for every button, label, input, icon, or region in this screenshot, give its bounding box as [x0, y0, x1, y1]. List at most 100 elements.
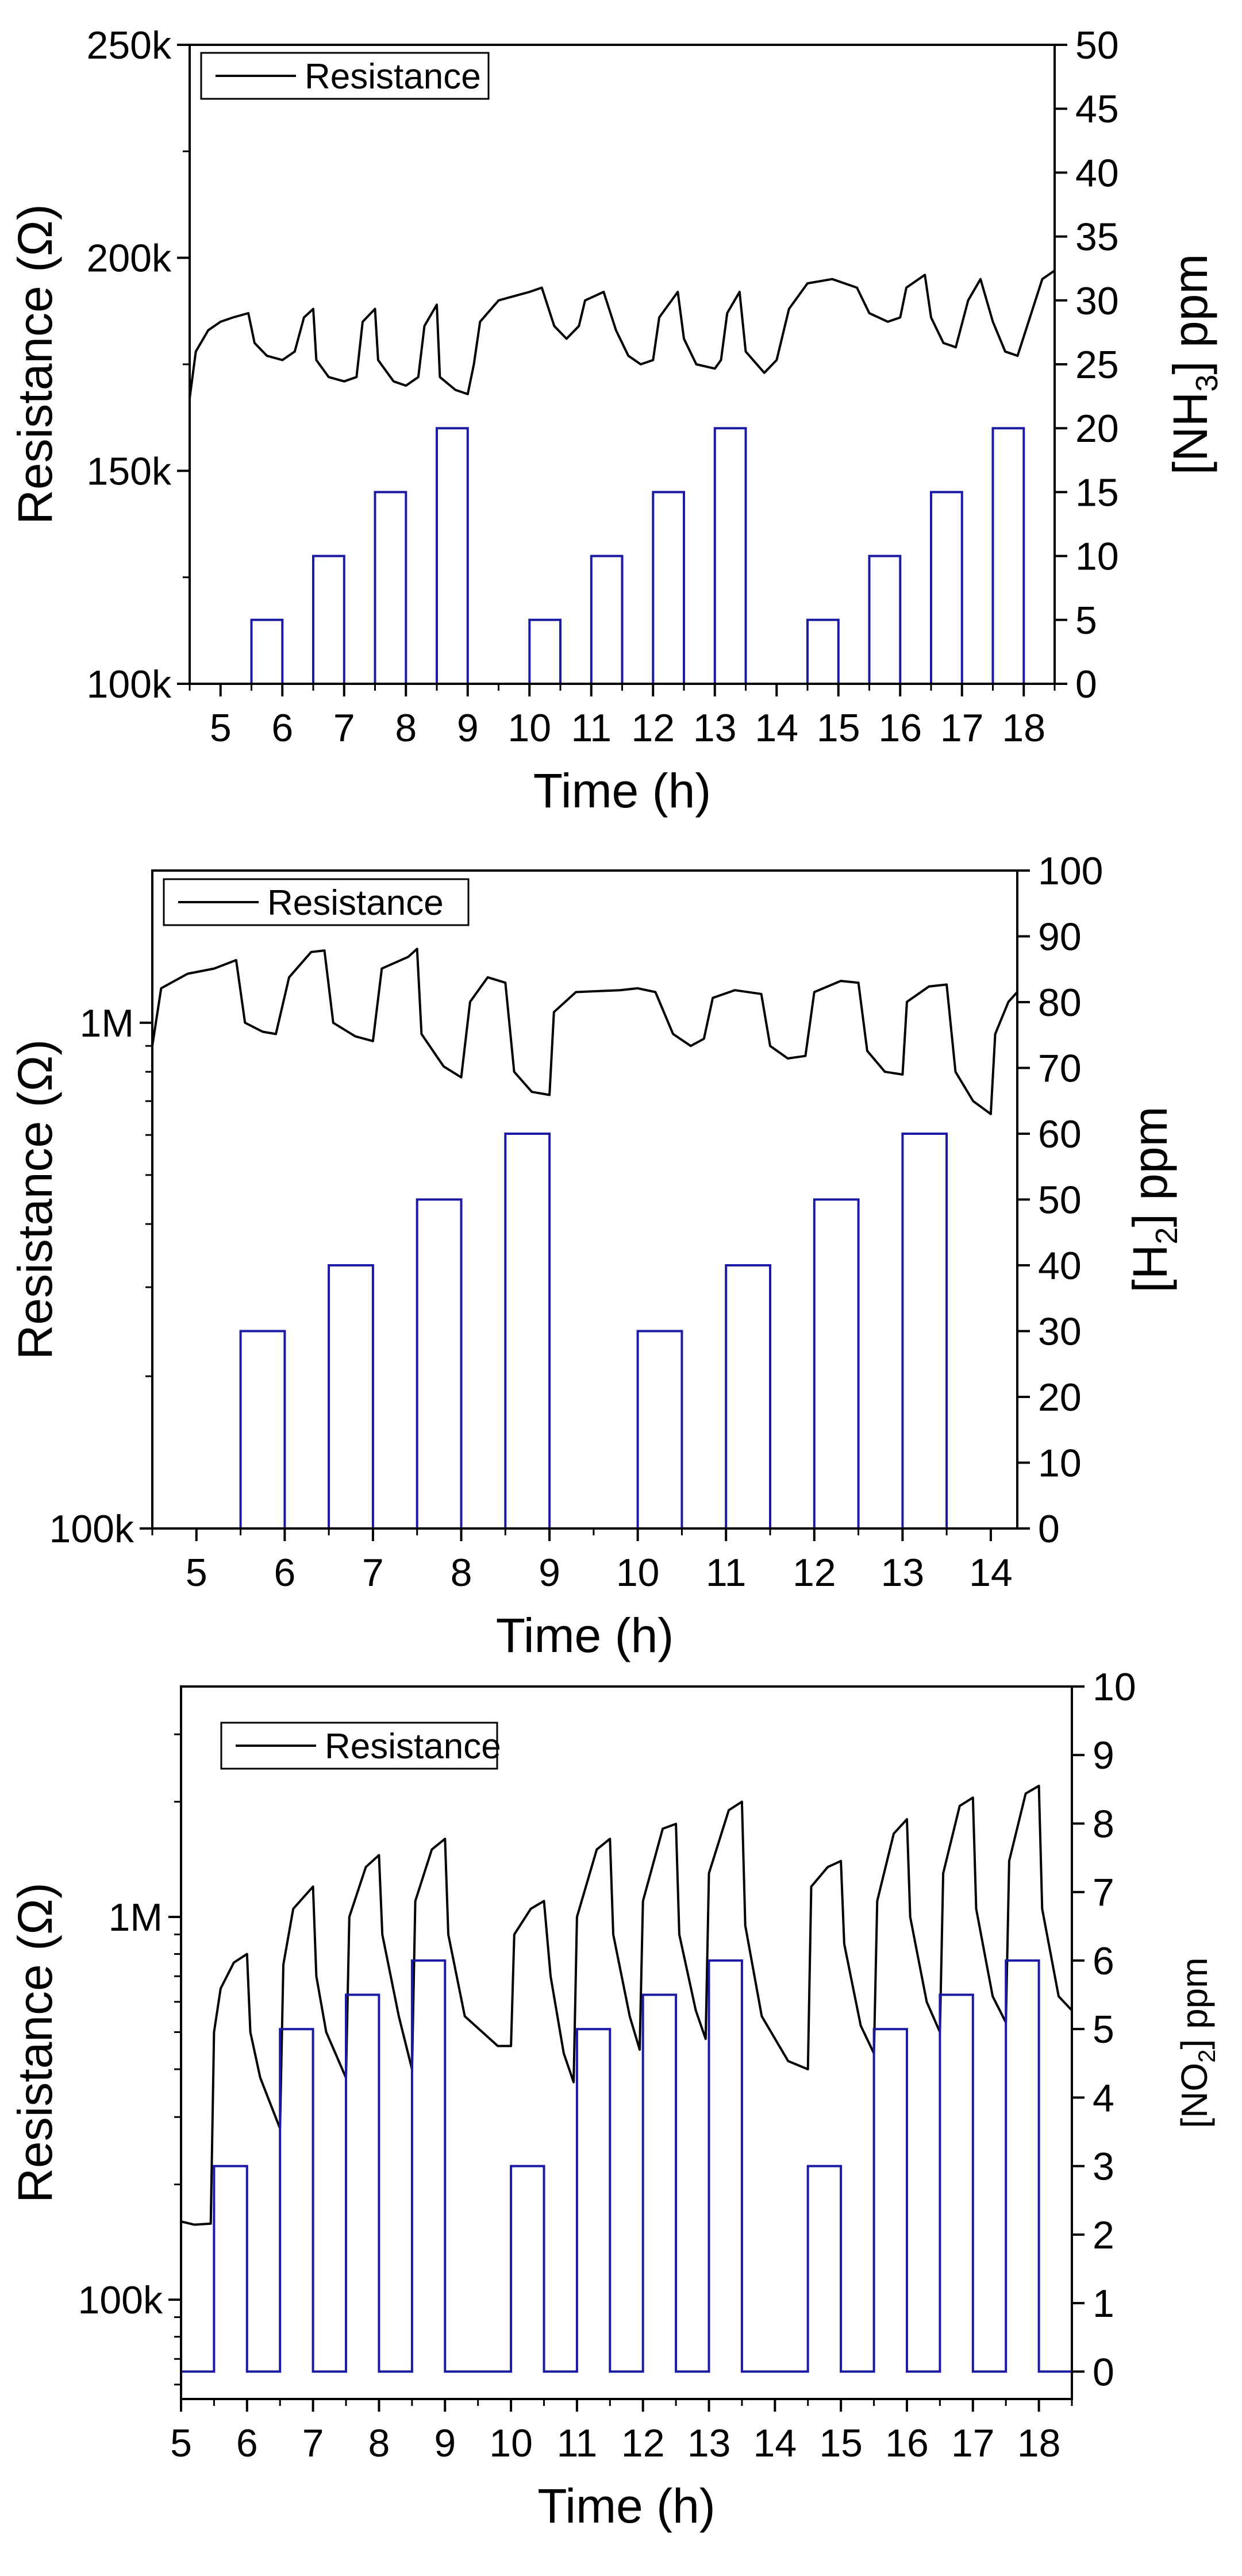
x-tick-label: 11	[571, 706, 612, 750]
y-right-axis-title: [H2] ppm	[1123, 1106, 1184, 1292]
x-tick-label: 12	[621, 2421, 665, 2465]
y-right-tick-label: 80	[1038, 981, 1082, 1025]
y-right-tick-label: 6	[1093, 1939, 1114, 1983]
y-right-axis-title: [NO2] ppm	[1174, 1957, 1220, 2128]
y-left-tick-label: 100k	[49, 1507, 134, 1551]
x-tick-label: 5	[186, 1551, 207, 1595]
y-right-tick-label: 0	[1075, 663, 1097, 706]
y-left-axis-title: Resistance (Ω)	[8, 204, 62, 525]
chart-h2: 5 6 7 8 9 10 11 12 13 14 100k 1M 0 10 20 30 40 50 60 70 80 90…	[8, 849, 1184, 1662]
y-right-title-sub: 2	[1193, 2049, 1220, 2062]
concentration-step-line	[152, 1133, 1017, 1530]
y-right-tick-label: 25	[1075, 343, 1119, 387]
y-right-title-sub: 2	[1149, 1227, 1184, 1245]
y-right-tick-label: 40	[1038, 1244, 1082, 1288]
resistance-line	[151, 948, 1018, 1115]
y-right-tick-label: 90	[1038, 915, 1082, 959]
y-right-tick-label: 2	[1093, 2213, 1114, 2257]
chart-no2: 5 6 7 8 9 10 11 12 13 14 15 16 17 18100k1M01234567891…	[8, 1665, 1220, 2533]
y-right-tick-label: 5	[1075, 599, 1097, 642]
x-tick-label: 7	[302, 2421, 324, 2465]
x-tick-label: 18	[1017, 2421, 1061, 2465]
y-right-tick-label: 30	[1038, 1310, 1082, 1354]
x-tick-label: 6	[271, 706, 293, 750]
y-right-tick-label: 5	[1093, 2008, 1114, 2051]
y-right-title-prefix: [H	[1123, 1245, 1177, 1293]
x-tick-label: 13	[693, 706, 737, 750]
y-left-tick-label: 100k	[87, 663, 172, 706]
x-tick-label: 5	[170, 2421, 192, 2465]
x-tick-label: 8	[395, 706, 417, 750]
y-right-tick-label: 60	[1038, 1112, 1082, 1156]
resistance-line	[180, 1784, 1073, 2226]
legend-box	[220, 1722, 498, 1770]
x-axis-title: Time (h)	[496, 1608, 674, 1662]
y-right-tick-label: 1	[1093, 2282, 1114, 2325]
y-right-tick-label: 45	[1075, 87, 1119, 131]
y-right-tick-label: 8	[1093, 1802, 1114, 1846]
y-right-tick-label: 3	[1093, 2145, 1114, 2189]
x-tick-label: 7	[362, 1551, 384, 1595]
x-tick-label: 9	[457, 706, 479, 750]
x-tick-label: 10	[507, 706, 551, 750]
x-tick-label: 12	[793, 1551, 836, 1595]
concentration-step-line	[181, 1959, 1072, 2373]
y-right-axis-title: [NH3] ppm	[1163, 254, 1224, 475]
y-right-title-suffix: ] ppm	[1163, 254, 1217, 375]
y-left-tick-label: 250k	[87, 24, 172, 67]
y-right-title-prefix: [NO	[1174, 2063, 1215, 2128]
legend-box	[200, 52, 490, 100]
x-tick-label: 10	[489, 2421, 533, 2465]
legend-label: Resistance	[267, 883, 444, 923]
y-left-tick-label: 100k	[78, 2278, 163, 2322]
y-right-tick-label: 10	[1038, 1442, 1082, 1485]
y-left-tick-label: 1M	[109, 1896, 163, 1939]
y-right-title-sub: 3	[1190, 375, 1224, 392]
y-right-tick-label: 9	[1093, 1734, 1114, 1777]
x-tick-label: 6	[236, 2421, 258, 2465]
x-tick-label: 8	[451, 1551, 472, 1595]
x-tick-label: 15	[819, 2421, 863, 2465]
y-right-tick-label: 35	[1075, 215, 1119, 259]
y-right-tick-label: 0	[1093, 2350, 1114, 2394]
x-tick-label: 5	[210, 706, 232, 750]
y-right-tick-label: 10	[1075, 535, 1119, 579]
legend-label: Resistance	[305, 57, 481, 97]
y-right-title-suffix: ] ppm	[1174, 1957, 1215, 2049]
y-right-tick-label: 20	[1038, 1376, 1082, 1419]
y-right-tick-label: 100	[1038, 849, 1103, 893]
y-right-tick-label: 30	[1075, 279, 1119, 323]
x-tick-label: 17	[951, 2421, 995, 2465]
y-right-tick-label: 70	[1038, 1047, 1082, 1091]
y-right-title-prefix: [NH	[1163, 392, 1217, 475]
x-tick-label: 14	[753, 2421, 797, 2465]
legend-label: Resistance	[325, 1727, 501, 1766]
chart-nh3: 5 6 7 8 9 10 11 12 13 14 15 16 17 18100k150k200k250k0…	[8, 24, 1224, 818]
x-tick-label: 9	[434, 2421, 456, 2465]
concentration-step-line	[190, 427, 1055, 685]
y-right-tick-label: 10	[1093, 1665, 1136, 1709]
y-right-tick-label: 40	[1075, 151, 1119, 195]
y-left-tick-label: 200k	[87, 237, 172, 280]
x-tick-label: 7	[333, 706, 355, 750]
x-tick-label: 16	[878, 706, 922, 750]
x-tick-label: 6	[274, 1551, 295, 1595]
x-tick-label: 10	[616, 1551, 660, 1595]
resistance-line	[189, 269, 1056, 399]
y-left-tick-label: 150k	[87, 449, 172, 493]
y-left-tick-label: 1M	[80, 1002, 134, 1045]
x-tick-label: 17	[940, 706, 984, 750]
x-tick-label: 12	[631, 706, 675, 750]
y-right-tick-label: 15	[1075, 471, 1119, 514]
x-axis-title: Time (h)	[537, 2479, 716, 2533]
y-right-tick-label: 50	[1038, 1179, 1082, 1222]
y-right-tick-label: 20	[1075, 407, 1119, 450]
y-right-tick-label: 0	[1038, 1507, 1060, 1551]
y-right-title-suffix: ] ppm	[1123, 1106, 1177, 1227]
x-tick-label: 9	[539, 1551, 560, 1595]
x-tick-label: 13	[687, 2421, 731, 2465]
plot-frame	[151, 869, 1018, 1530]
x-tick-label: 16	[885, 2421, 929, 2465]
y-left-axis-title: Resistance (Ω)	[8, 1882, 62, 2203]
